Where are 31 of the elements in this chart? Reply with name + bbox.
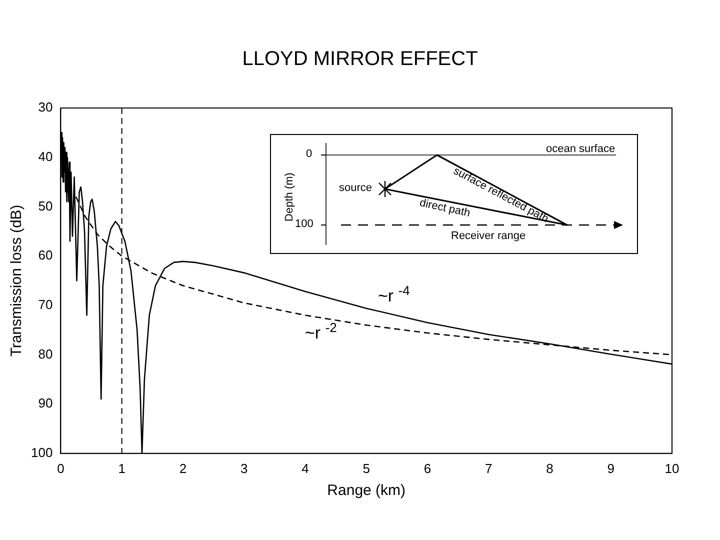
x-tick-label: 2 (179, 460, 187, 476)
annotation: Depth (m) (282, 172, 295, 222)
y-tick-label: 40 (38, 148, 53, 164)
y-tick-label: 80 (38, 346, 53, 362)
y-tick-label: 90 (38, 396, 53, 411)
x-tick-label: 5 (362, 460, 370, 476)
annotation: 0 (306, 148, 312, 160)
y-tick-label: 50 (38, 198, 53, 214)
annotation: source (339, 182, 372, 194)
annotation: ~r $^{-4}$ (378, 283, 410, 307)
x-axis-title: Range (km) (327, 482, 406, 500)
x-tick-label: 9 (607, 460, 614, 476)
y-axis-title: Transmission loss (dB) (8, 204, 26, 357)
y-tick-label: 100 (30, 444, 53, 460)
x-tick-label: 3 (240, 460, 248, 476)
y-tick-label: 30 (38, 100, 53, 115)
x-tick-label: 1 (118, 460, 126, 476)
annotation: Receiver range (451, 230, 526, 242)
x-tick-label: 10 (664, 460, 680, 476)
x-tick-label: 0 (57, 460, 64, 476)
annotation: direct path (418, 197, 472, 220)
y-tick-label: 60 (38, 248, 53, 263)
x-tick-label: 8 (546, 460, 554, 476)
annotation: 100 (295, 218, 314, 230)
x-tick-label: 7 (484, 460, 492, 476)
y-tick-label: 70 (38, 296, 53, 312)
annotation: ~r $^{-2}$ (305, 320, 337, 344)
x-tick-label: 6 (424, 460, 432, 476)
x-tick-label: 4 (302, 460, 309, 476)
annotation: ocean surface (546, 143, 616, 155)
chart-title: LLOYD MIRROR EFFECT (241, 48, 479, 71)
